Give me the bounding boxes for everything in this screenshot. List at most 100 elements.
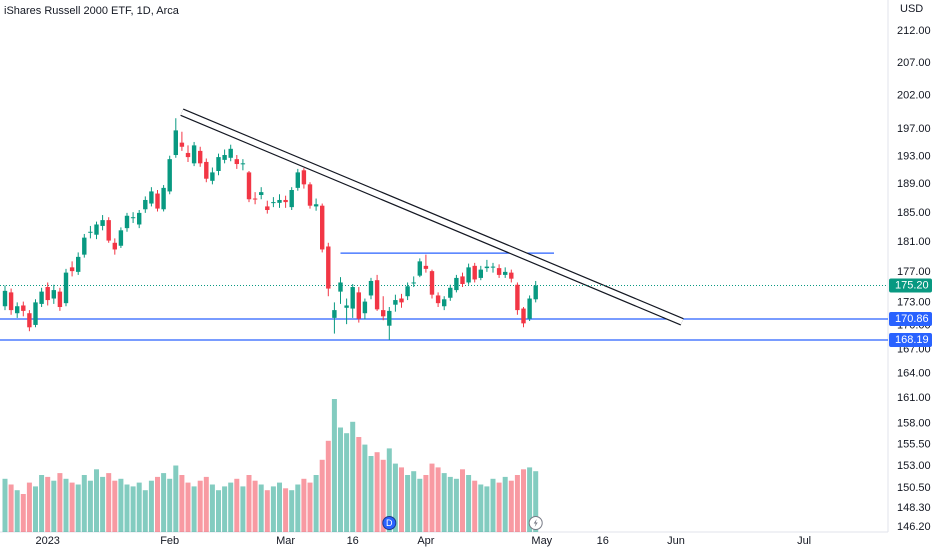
x-tick-label: Mar xyxy=(276,535,295,547)
x-tick-label: May xyxy=(531,535,552,547)
candle-body xyxy=(320,205,325,250)
candle-body xyxy=(265,206,270,211)
y-tick-label: 212.00 xyxy=(897,25,931,37)
volume-bar xyxy=(33,486,38,532)
volume-bar xyxy=(331,399,337,532)
volume-bar xyxy=(270,486,276,532)
volume-bar xyxy=(380,459,386,532)
volume-bar xyxy=(69,482,75,532)
candle-body xyxy=(277,199,282,203)
candle-body xyxy=(344,305,349,308)
volume-bar xyxy=(417,478,423,532)
candle-body xyxy=(21,305,26,311)
volume-bar xyxy=(148,480,154,532)
candle-body xyxy=(57,291,63,308)
candle-body xyxy=(149,191,154,204)
volume-bar xyxy=(8,484,14,532)
y-tick-label: 161.00 xyxy=(897,392,931,404)
y-tick-label: 173.00 xyxy=(897,296,931,308)
candle-body xyxy=(100,220,105,226)
candle-body xyxy=(466,267,471,283)
candle-body xyxy=(411,282,416,284)
volume-bar xyxy=(399,467,404,532)
volume-bar xyxy=(179,475,185,532)
volume-bar xyxy=(277,482,282,532)
candle-body xyxy=(301,170,307,185)
volume-bar xyxy=(246,475,252,532)
volume-bar xyxy=(209,484,215,532)
candle-body xyxy=(167,159,172,192)
volume-bar xyxy=(222,486,228,532)
volume-bar xyxy=(197,480,203,532)
candle-body xyxy=(350,287,355,309)
candle-body xyxy=(143,199,148,210)
axis-layer: 212.00 207.00 202.00 197.00 193.00 189.00 185.… xyxy=(35,25,932,547)
chart-title: iShares Russell 2000 ETF, 1D, Arca xyxy=(4,5,180,17)
currency-label: USD xyxy=(900,3,923,15)
volume-bar xyxy=(527,467,533,532)
volume-bar xyxy=(466,475,472,532)
volume-bar xyxy=(429,463,435,532)
volume-bar xyxy=(411,471,417,532)
volume-bar xyxy=(264,490,270,532)
volume-bar xyxy=(508,480,514,532)
volume-bar xyxy=(130,486,136,532)
candle-body xyxy=(216,157,221,171)
y-tick-label: 158.00 xyxy=(897,417,931,429)
candle-body xyxy=(472,265,477,280)
x-tick-label: 16 xyxy=(597,535,609,547)
volume-bar xyxy=(301,478,307,532)
volume-bar xyxy=(20,494,26,532)
candle-body xyxy=(338,282,343,292)
volume-bar xyxy=(63,478,69,532)
price-label: 168.19 xyxy=(895,334,929,346)
candle-body xyxy=(490,266,496,268)
price-label-box xyxy=(889,278,932,293)
volume-bar xyxy=(368,456,374,532)
volume-bar xyxy=(496,482,502,532)
candle-body xyxy=(222,155,227,160)
candle-body xyxy=(228,148,233,158)
volume-bar xyxy=(203,476,209,532)
volume-bar xyxy=(240,486,246,532)
candle-body xyxy=(442,299,447,307)
volume-bar xyxy=(502,476,508,532)
volume-bar xyxy=(392,463,398,532)
candle-body xyxy=(332,310,337,318)
candle-body xyxy=(69,267,75,272)
price-label-box xyxy=(889,333,932,348)
dividend-label: D xyxy=(386,518,393,528)
x-tick-label: 16 xyxy=(347,535,359,547)
candle-body xyxy=(112,242,117,250)
volume-bar xyxy=(167,478,173,532)
candle-body xyxy=(533,285,538,300)
candle-body xyxy=(210,172,215,181)
candle-body xyxy=(271,202,276,204)
volume-bar xyxy=(234,478,240,532)
volume-bar xyxy=(94,469,99,532)
candle-body xyxy=(161,187,166,210)
candle-body xyxy=(88,231,93,233)
candle-body xyxy=(289,190,294,208)
candle-body xyxy=(503,271,508,275)
candle-body xyxy=(94,224,99,235)
candle-body xyxy=(155,193,160,209)
volume-bar xyxy=(100,476,106,532)
y-tick-label: 193.00 xyxy=(897,150,931,162)
trend-channel-fill xyxy=(180,109,684,325)
volume-bar xyxy=(478,484,484,532)
dividend-marker[interactable] xyxy=(382,516,397,530)
x-tick-label: 2023 xyxy=(35,535,59,547)
volume-bar xyxy=(216,490,221,532)
volume-bar xyxy=(423,475,429,532)
volume-bar xyxy=(319,459,325,532)
volume-bar xyxy=(453,478,459,532)
volume-bar xyxy=(57,473,63,532)
volume-bar xyxy=(51,480,57,532)
candle-body xyxy=(405,286,410,297)
candles-layer xyxy=(2,118,538,340)
candle-body xyxy=(39,291,44,304)
volume-bar xyxy=(155,476,160,532)
